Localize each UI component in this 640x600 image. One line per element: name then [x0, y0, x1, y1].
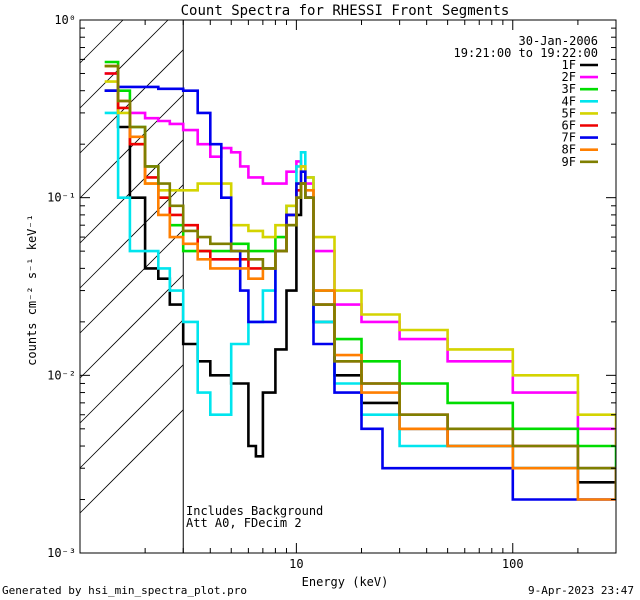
note-background: Includes Background	[186, 504, 323, 518]
legend-label-3F: 3F	[562, 82, 576, 96]
legend-label-5F: 5F	[562, 106, 576, 120]
legend-label-8F: 8F	[562, 143, 576, 157]
x-tick-label: 100	[502, 557, 524, 571]
legend-label-7F: 7F	[562, 131, 576, 145]
legend-label-4F: 4F	[562, 94, 576, 108]
legend-label-9F: 9F	[562, 155, 576, 169]
chart-title: Count Spectra for RHESSI Front Segments	[181, 3, 510, 19]
series-line-8F	[104, 64, 616, 501]
y-tick-label: 10⁻²	[47, 368, 76, 382]
excluded-region-hatch	[79, 19, 184, 553]
legend-label-1F: 1F	[562, 58, 576, 72]
legend-label-6F: 6F	[562, 119, 576, 133]
y-tick-label: 10⁻¹	[47, 191, 76, 205]
series-line-9F	[104, 64, 616, 500]
time-range-label: 19:21:00 to 19:22:00	[454, 46, 599, 60]
series-layer	[104, 60, 616, 501]
hatch-lines	[79, 19, 184, 514]
y-axis-label: counts cm⁻² s⁻¹ keV⁻¹	[25, 214, 39, 366]
x-tick-label: 10	[289, 557, 303, 571]
legend-label-2F: 2F	[562, 70, 576, 84]
date-label: 30-Jan-2006	[519, 34, 598, 48]
x-axis-label: Energy (keV)	[302, 575, 389, 589]
y-tick-label: 10⁰	[54, 13, 76, 27]
series-line-7F	[104, 85, 616, 501]
series-line-6F	[104, 72, 616, 500]
plot-frame	[79, 19, 617, 554]
footer-timestamp: 9-Apr-2023 23:47	[528, 584, 634, 597]
note-attenuator: Att A0, FDecim 2	[186, 516, 302, 530]
axes: 10 100 10⁻³ 10⁻² 10⁻¹ 10⁰	[47, 13, 617, 571]
y-tick-label: 10⁻³	[47, 546, 76, 560]
footer-generated-by: Generated by hsi_min_spectra_plot.pro	[2, 584, 248, 597]
